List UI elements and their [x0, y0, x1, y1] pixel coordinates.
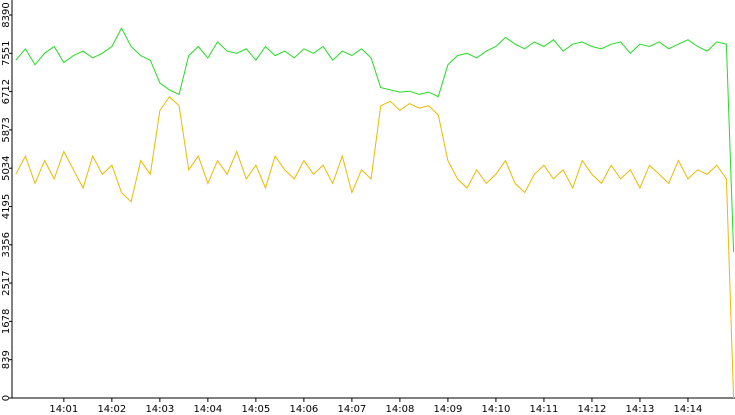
- y-tick-label: 5873: [1, 117, 12, 142]
- series-line: [15, 95, 735, 399]
- x-tick-label: 14:10: [482, 404, 511, 415]
- y-tick-label: 2517: [1, 270, 12, 295]
- y-tick-label: 839: [1, 350, 12, 369]
- x-tick-label: 14:14: [674, 404, 703, 415]
- x-tick-label: 14:13: [626, 404, 655, 415]
- x-tick-label: 14:05: [241, 404, 270, 415]
- y-tick-label: 3356: [1, 232, 12, 257]
- x-tick-label: 14:06: [289, 404, 318, 415]
- y-tick-label: 1678: [1, 309, 12, 334]
- x-tick-label: 14:08: [385, 404, 414, 415]
- y-tick-label: 8390: [1, 2, 12, 27]
- x-tick-label: 14:11: [530, 404, 559, 415]
- x-tick-label: 14:02: [97, 404, 126, 415]
- x-tick-label: 14:04: [193, 404, 222, 415]
- y-tick-label: 4195: [1, 194, 12, 219]
- y-tick-label: 6712: [1, 79, 12, 104]
- x-tick-label: 14:01: [49, 404, 78, 415]
- y-tick-label: 7551: [1, 41, 12, 66]
- y-tick-label: 0: [1, 395, 12, 401]
- y-tick-label: 5034: [1, 155, 12, 180]
- x-tick-label: 14:12: [578, 404, 607, 415]
- x-tick-label: 14:09: [433, 404, 462, 415]
- x-tick-label: 14:03: [145, 404, 174, 415]
- series-line: [15, 27, 735, 252]
- x-tick-label: 14:07: [337, 404, 366, 415]
